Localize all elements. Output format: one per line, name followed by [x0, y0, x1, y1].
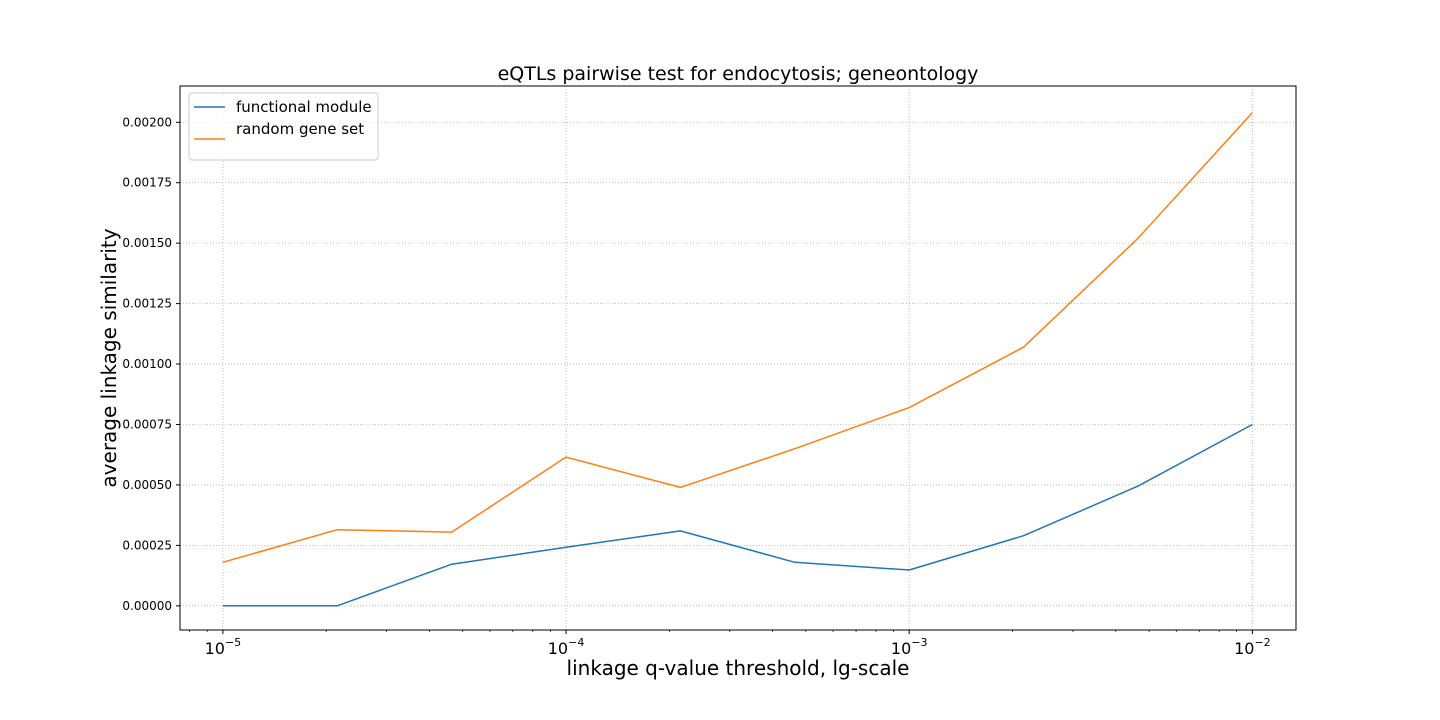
y-tick-labels: 0.00000 0.00025 0.00050 0.00075 0.00100 0.001…: [122, 115, 172, 613]
y-tick-label: 0.00175: [122, 176, 172, 190]
y-tick-label: 0.00025: [122, 538, 172, 552]
y-tick-label: 0.00075: [122, 417, 172, 431]
y-tick-label: 0.00200: [122, 115, 172, 129]
y-tick-label: 0.00000: [122, 599, 172, 613]
chart-title: eQTLs pairwise test for endocytosis; gen…: [498, 63, 979, 85]
y-axis-label: average linkage similarity: [97, 228, 121, 487]
series-line-functional-module: [222, 423, 1253, 607]
legend: functional module random gene set: [188, 92, 379, 161]
y-tick-label: 0.00100: [122, 357, 172, 371]
series-line-random-gene-set: [222, 112, 1253, 564]
legend-label-random-gene-set: random gene set: [236, 120, 364, 138]
x-axis-label: linkage q-value threshold, lg-scale: [567, 656, 910, 680]
y-tick-label: 0.00150: [122, 236, 172, 250]
legend-box: [188, 92, 379, 161]
y-tick-label: 0.00125: [122, 297, 172, 311]
x-tick-label: 10−3: [891, 636, 928, 658]
x-tick-label: 10−2: [1234, 636, 1271, 658]
series-lines: [222, 112, 1253, 607]
y-tick-label: 0.00050: [122, 478, 172, 492]
axis-ticks: [176, 121, 1253, 634]
x-tick-label: 10−5: [205, 636, 242, 658]
plot-area-frame: [179, 85, 1297, 631]
x-tick-labels: 10−5 10−4 10−3 10−2: [205, 636, 1271, 658]
legend-label-functional-module: functional module: [236, 98, 372, 116]
x-tick-label: 10−4: [548, 636, 585, 658]
